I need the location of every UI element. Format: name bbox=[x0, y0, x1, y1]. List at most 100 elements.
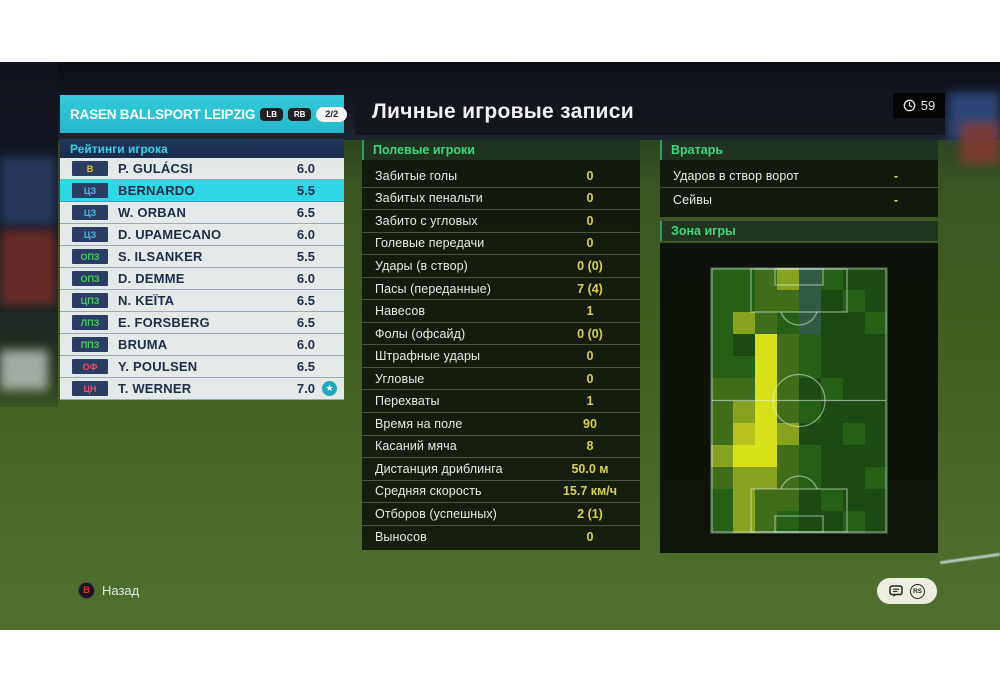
player-row[interactable]: ЛПЗ E. FORSBERG 6.5 bbox=[60, 312, 344, 334]
heatmap-cell bbox=[733, 422, 755, 445]
position-badge: ЦПЗ bbox=[72, 293, 108, 308]
player-name: W. ORBAN bbox=[118, 205, 187, 220]
player-rating: 6.0 bbox=[296, 227, 315, 242]
heatmap-cell bbox=[755, 488, 777, 511]
stat-label: Дистанция дриблинга bbox=[375, 461, 503, 476]
position-badge: В bbox=[72, 161, 108, 176]
field-players-title: Полевые игроки bbox=[373, 143, 475, 157]
title-bar: Личные игровые записи 59 bbox=[355, 90, 945, 135]
heatmap-cell bbox=[755, 312, 777, 335]
stat-label: Штрафные удары bbox=[375, 349, 481, 364]
heatmap-cell bbox=[821, 378, 843, 401]
heatmap-cell bbox=[777, 312, 799, 335]
heatmap-cell bbox=[777, 422, 799, 445]
stat-label: Забитые голы bbox=[375, 168, 458, 183]
stat-label: Голевые передачи bbox=[375, 236, 485, 251]
chat-icon bbox=[889, 584, 903, 597]
team-name: RASEN BALLSPORT LEIPZIG bbox=[70, 106, 256, 122]
heatmap-cell bbox=[865, 510, 887, 533]
stat-row: Удары (в створ) 0 (0) bbox=[362, 255, 640, 278]
heatmap-cell bbox=[865, 356, 887, 379]
player-row[interactable]: ЦЗ D. UPAMECANO 6.0 bbox=[60, 224, 344, 246]
position-badge: ОПЗ bbox=[72, 249, 108, 264]
stat-row: Штрафные удары 0 bbox=[362, 345, 640, 368]
player-name: BERNARDO bbox=[118, 183, 195, 198]
player-row[interactable]: В P. GULÁCSI 6.0 bbox=[60, 158, 344, 180]
right-stick-icon: RS bbox=[910, 583, 925, 599]
heatmap-cell bbox=[777, 378, 799, 401]
rb-button-icon[interactable]: RB bbox=[288, 107, 312, 121]
position-badge: ППЗ bbox=[72, 337, 108, 352]
heatmap-cell bbox=[865, 400, 887, 423]
stat-value: 15.7 км/ч bbox=[562, 484, 618, 499]
heatmap-grid bbox=[711, 268, 887, 533]
heatmap-cell bbox=[843, 334, 865, 357]
heatmap-cell bbox=[843, 422, 865, 445]
heatmap-cell bbox=[733, 488, 755, 511]
stat-value: 0 bbox=[586, 530, 594, 545]
heatmap-cell bbox=[799, 488, 821, 511]
stat-value: 0 bbox=[586, 371, 594, 386]
heatmap-cell bbox=[821, 488, 843, 511]
ratings-list-header: Рейтинги игрока bbox=[60, 139, 344, 158]
player-row[interactable]: ОФ Y. POULSEN 6.5 bbox=[60, 356, 344, 378]
player-rating: 6.5 bbox=[296, 293, 315, 308]
stat-row: Сейвы - bbox=[660, 188, 938, 211]
heatmap-pitch bbox=[710, 267, 888, 534]
heatmap-cell bbox=[711, 334, 733, 357]
heatmap-cell bbox=[733, 312, 755, 335]
heatmap-cell bbox=[711, 356, 733, 379]
lb-button-icon[interactable]: LB bbox=[260, 107, 284, 121]
back-button[interactable]: B Назад bbox=[78, 582, 139, 599]
footer-controls[interactable]: RS bbox=[877, 578, 937, 604]
heatmap-cell bbox=[777, 356, 799, 379]
stat-value: 0 (0) bbox=[577, 326, 603, 341]
player-row[interactable]: ЦН T. WERNER 7.0 ★ bbox=[60, 378, 344, 400]
stat-value: 0 bbox=[586, 168, 594, 183]
heatmap-cell bbox=[799, 290, 821, 313]
player-row[interactable]: ЦЗ BERNARDO 5.5 bbox=[60, 180, 344, 202]
stat-row: Дистанция дриблинга 50.0 м bbox=[362, 458, 640, 481]
heatmap-cell bbox=[821, 268, 843, 291]
heatmap-cell bbox=[843, 378, 865, 401]
stat-value: 0 bbox=[586, 191, 594, 206]
play-zone-title: Зона игры bbox=[671, 224, 736, 238]
heatmap-cell bbox=[799, 422, 821, 445]
heatmap-cell bbox=[799, 466, 821, 489]
star-slot: ★ bbox=[315, 381, 344, 396]
stat-label: Ударов в створ ворот bbox=[673, 169, 799, 183]
stat-row: Пасы (переданные) 7 (4) bbox=[362, 278, 640, 301]
stat-label: Выносов bbox=[375, 530, 427, 545]
position-badge: ЦЗ bbox=[72, 183, 108, 198]
heatmap-cell bbox=[755, 356, 777, 379]
stat-label: Забитых пенальти bbox=[375, 191, 483, 206]
stat-label: Забито с угловых bbox=[375, 213, 478, 228]
player-row[interactable]: ОПЗ D. DEMME 6.0 bbox=[60, 268, 344, 290]
heatmap-cell bbox=[821, 400, 843, 423]
player-row[interactable]: ППЗ BRUMA 6.0 bbox=[60, 334, 344, 356]
stat-value: 8 bbox=[586, 439, 594, 454]
heatmap-cell bbox=[733, 400, 755, 423]
heatmap-cell bbox=[821, 312, 843, 335]
player-row[interactable]: ОПЗ S. ILSANKER 5.5 bbox=[60, 246, 344, 268]
heatmap-cell bbox=[865, 312, 887, 335]
heatmap-cell bbox=[711, 268, 733, 291]
heatmap-cell bbox=[843, 312, 865, 335]
stand-red-patch bbox=[0, 230, 56, 305]
player-row[interactable]: ЦЗ W. ORBAN 6.5 bbox=[60, 202, 344, 224]
heatmap-cell bbox=[865, 268, 887, 291]
stat-value: - bbox=[893, 192, 899, 207]
clock-value: 59 bbox=[920, 98, 936, 113]
player-row[interactable]: ЦПЗ N. KEÏTA 6.5 bbox=[60, 290, 344, 312]
position-badge: ЦН bbox=[72, 381, 108, 396]
heatmap-cell bbox=[777, 466, 799, 489]
stat-row: Голевые передачи 0 bbox=[362, 233, 640, 256]
player-name: T. WERNER bbox=[118, 381, 192, 396]
stat-value: 0 bbox=[586, 349, 594, 364]
heatmap-cell bbox=[821, 356, 843, 379]
stat-row: Навесов 1 bbox=[362, 300, 640, 323]
goalkeeper-stats-panel: Ударов в створ ворот - Сейвы - bbox=[660, 160, 938, 217]
player-ratings-list: В P. GULÁCSI 6.0 ЦЗ BERNARDO 5.5 ЦЗ W. O… bbox=[60, 158, 344, 400]
stat-value: 1 bbox=[586, 304, 594, 319]
play-zone-panel bbox=[660, 243, 938, 553]
